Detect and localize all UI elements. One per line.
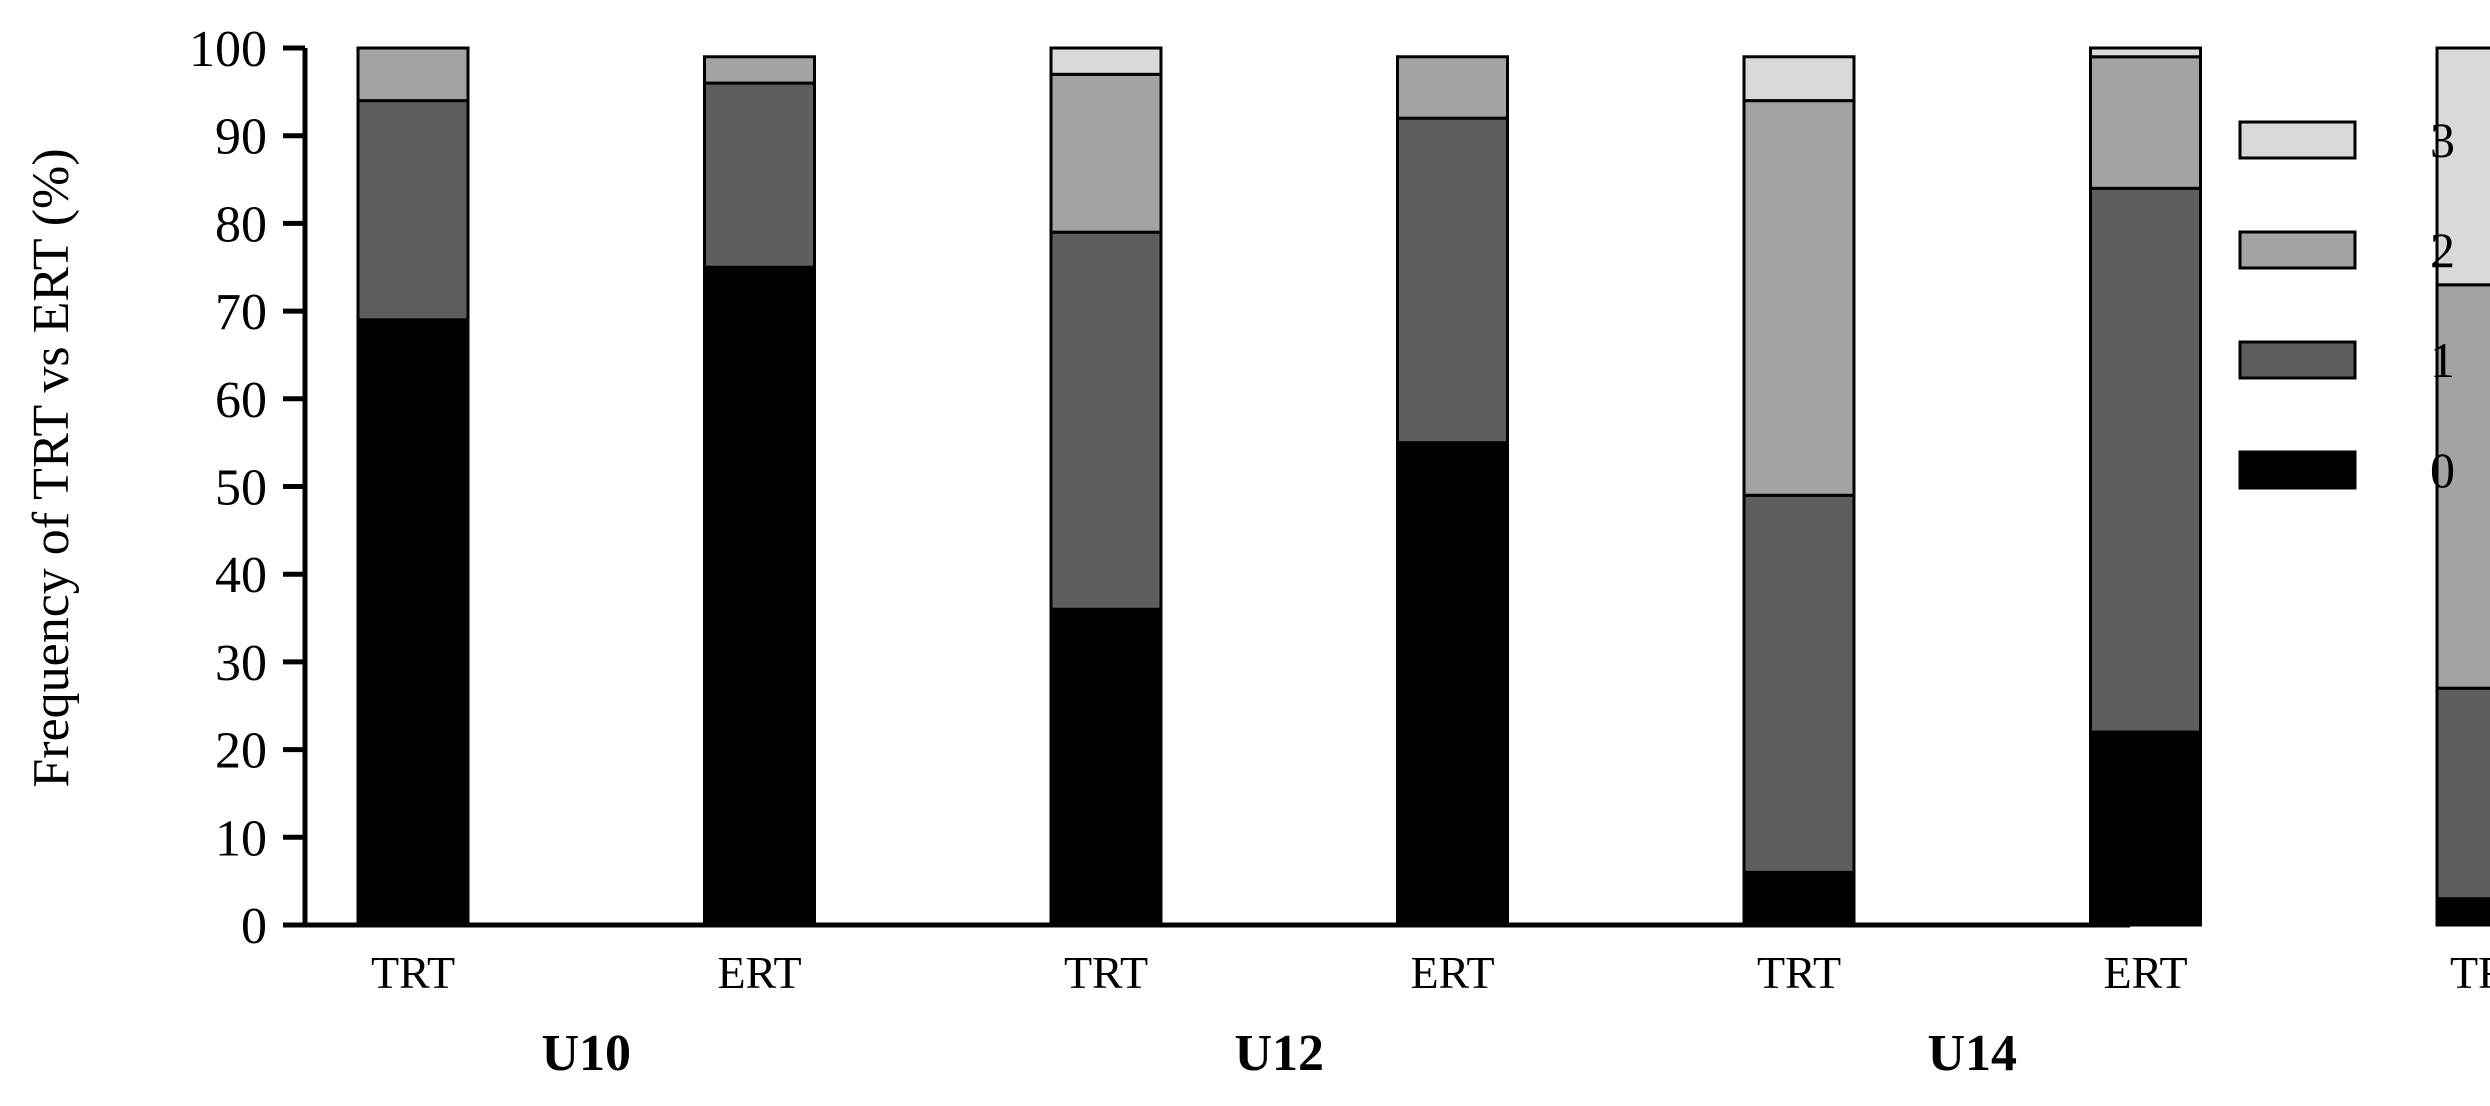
legend-item-2: 2 (2238, 222, 2455, 278)
y-tick-label: 40 (215, 547, 267, 604)
bar-segment-2 (1396, 55, 1509, 120)
x-tick-label: ERT (717, 947, 801, 998)
legend-label: 1 (2430, 332, 2455, 388)
bar-segment-3 (1049, 46, 1163, 76)
bar-segment-1 (1742, 493, 1856, 874)
legend-swatch (2238, 230, 2357, 270)
bar-segment-2 (2435, 283, 2490, 690)
y-tick-label: 70 (215, 284, 267, 341)
y-axis-title-group: Frequency of TRT vs ERT (%) (23, 148, 80, 787)
bar-segment-1 (703, 81, 816, 269)
legend-label: 2 (2430, 222, 2455, 278)
y-tick-label: 10 (215, 810, 267, 867)
x-tick-label: TRT (371, 947, 455, 998)
bar-segment-2 (2089, 55, 2202, 190)
legend-swatch (2238, 120, 2357, 160)
axes-layer (302, 48, 2130, 928)
y-axis-title: Frequency of TRT vs ERT (%) (23, 148, 80, 787)
y-tick-label: 100 (189, 21, 267, 78)
bar-segment-1 (1049, 230, 1163, 611)
bar-segment-2 (1742, 99, 1856, 497)
y-tick-label: 60 (215, 372, 267, 429)
bar-stack-3 (1049, 46, 1163, 927)
bar-segment-3 (2089, 46, 2202, 59)
bar-segment-2 (703, 55, 816, 85)
x-tick-label: ERT (1410, 947, 1494, 998)
legend-item-1: 1 (2238, 332, 2455, 388)
bar-segment-1 (1396, 116, 1509, 445)
bar-segment-0 (1049, 607, 1163, 927)
bar-segment-1 (2435, 686, 2490, 901)
bar-segment-1 (356, 99, 470, 322)
y-tick-label: 90 (215, 109, 267, 166)
bar-stack-7 (2435, 46, 2490, 927)
bar-stack-5 (1742, 55, 1856, 927)
legend-label: 3 (2430, 112, 2455, 168)
group-label: U14 (1927, 1025, 2017, 1082)
x-tick-label: TRT (1064, 947, 1148, 998)
bar-segment-0 (2435, 897, 2490, 927)
y-tick-label: 50 (215, 460, 267, 517)
y-ticks-layer: 0 10 20 30 40 50 60 70 80 90 100 (189, 21, 305, 955)
bar-segment-0 (1742, 870, 1856, 927)
bar-segment-2 (1049, 72, 1163, 234)
bar-stack-4 (1396, 55, 1509, 927)
bar-segment-3 (1742, 55, 1856, 103)
x-tick-label: ERT (2103, 947, 2187, 998)
y-tick-label: 0 (241, 898, 267, 955)
x-labels-layer: TRTERTTRTERTTRTERTTRTERTTRTERT (371, 947, 2490, 998)
bar-segment-0 (356, 318, 470, 927)
legend-label: 0 (2430, 442, 2455, 498)
bar-stack-6 (2089, 46, 2202, 927)
bar-segment-0 (2089, 730, 2202, 927)
legend-item-3: 3 (2238, 112, 2455, 168)
legend: 3 2 1 0 (2238, 112, 2455, 498)
bars-layer (356, 46, 2490, 927)
bar-segment-1 (2089, 186, 2202, 734)
group-labels-layer: U10U12U14U16U18 (541, 1025, 2017, 1082)
group-label: U10 (541, 1025, 631, 1082)
bar-segment-0 (703, 265, 816, 927)
legend-swatch (2238, 450, 2357, 490)
bar-segment-0 (1396, 441, 1509, 927)
bar-segment-3 (2435, 46, 2490, 287)
y-tick-label: 20 (215, 723, 267, 780)
bar-stack-1 (356, 46, 470, 927)
y-tick-label: 30 (215, 635, 267, 692)
legend-item-0: 0 (2238, 442, 2455, 498)
group-label: U12 (1234, 1025, 1324, 1082)
legend-swatch (2238, 340, 2357, 380)
bar-stack-2 (703, 55, 816, 927)
bar-segment-2 (356, 46, 470, 103)
x-tick-label: TRT (2450, 947, 2490, 998)
x-tick-label: TRT (1757, 947, 1841, 998)
y-tick-label: 80 (215, 196, 267, 253)
